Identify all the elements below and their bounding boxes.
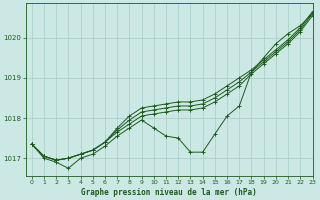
X-axis label: Graphe pression niveau de la mer (hPa): Graphe pression niveau de la mer (hPa) bbox=[81, 188, 257, 197]
